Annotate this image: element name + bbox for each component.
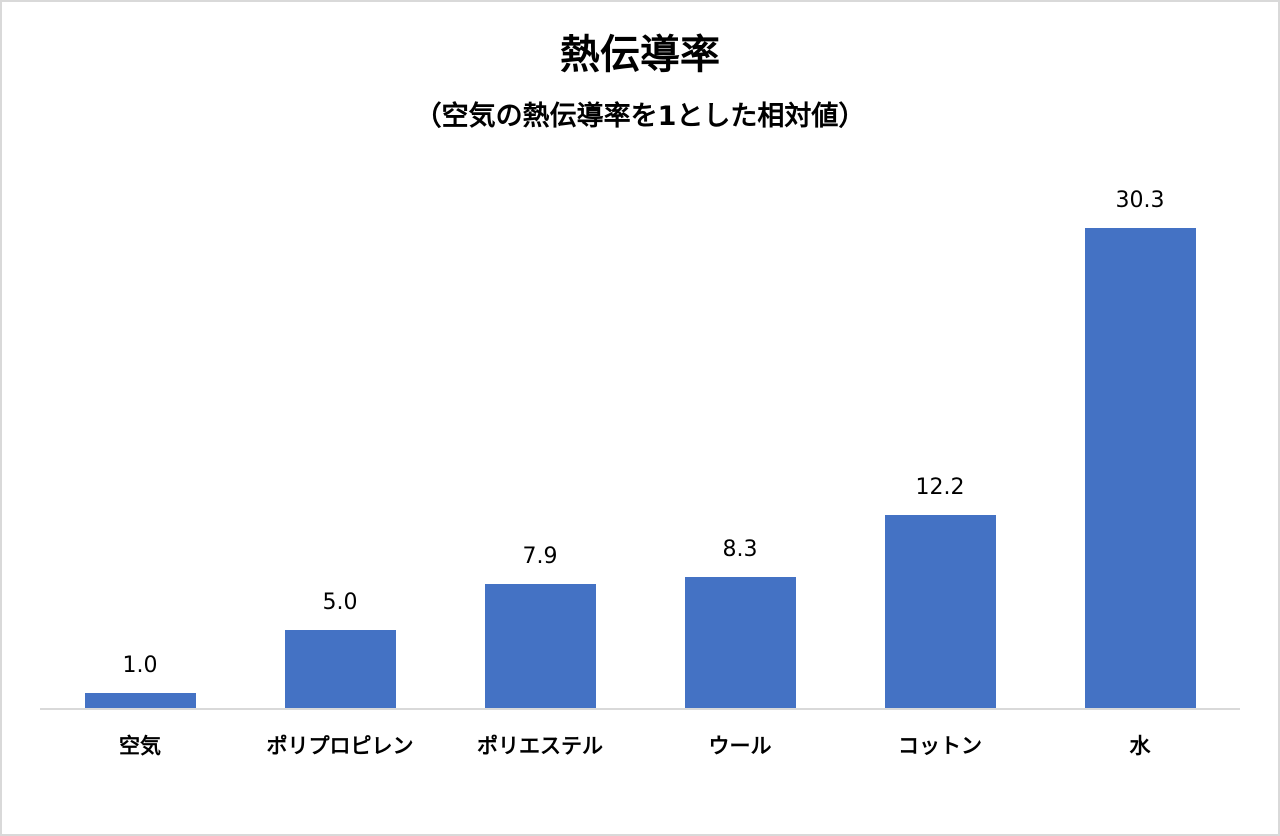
- data-label: 1.0: [122, 653, 158, 678]
- bar: [284, 630, 396, 709]
- data-label: 8.3: [722, 537, 758, 562]
- bar: [84, 693, 196, 709]
- bar: [1084, 228, 1196, 709]
- data-label: 7.9: [522, 544, 558, 569]
- x-tick-label: ポリプロピレン: [266, 734, 414, 758]
- chart-subtitle: （空気の熱伝導率を1とした相対値）: [414, 101, 866, 132]
- bar: [484, 584, 596, 709]
- x-tick-label: 空気: [119, 734, 161, 758]
- chart-title: 熱伝導率: [560, 32, 720, 78]
- data-label: 30.3: [1115, 188, 1165, 213]
- data-label: 12.2: [915, 475, 965, 500]
- x-tick-label: ウール: [708, 734, 772, 758]
- bar: [684, 577, 796, 709]
- x-tick-label: コットン: [898, 734, 982, 758]
- x-tick-label: ポリエステル: [477, 734, 603, 758]
- x-tick-label: 水: [1129, 734, 1151, 758]
- data-label: 5.0: [322, 590, 358, 615]
- x-axis-line: [40, 708, 1240, 710]
- bar: [884, 515, 996, 709]
